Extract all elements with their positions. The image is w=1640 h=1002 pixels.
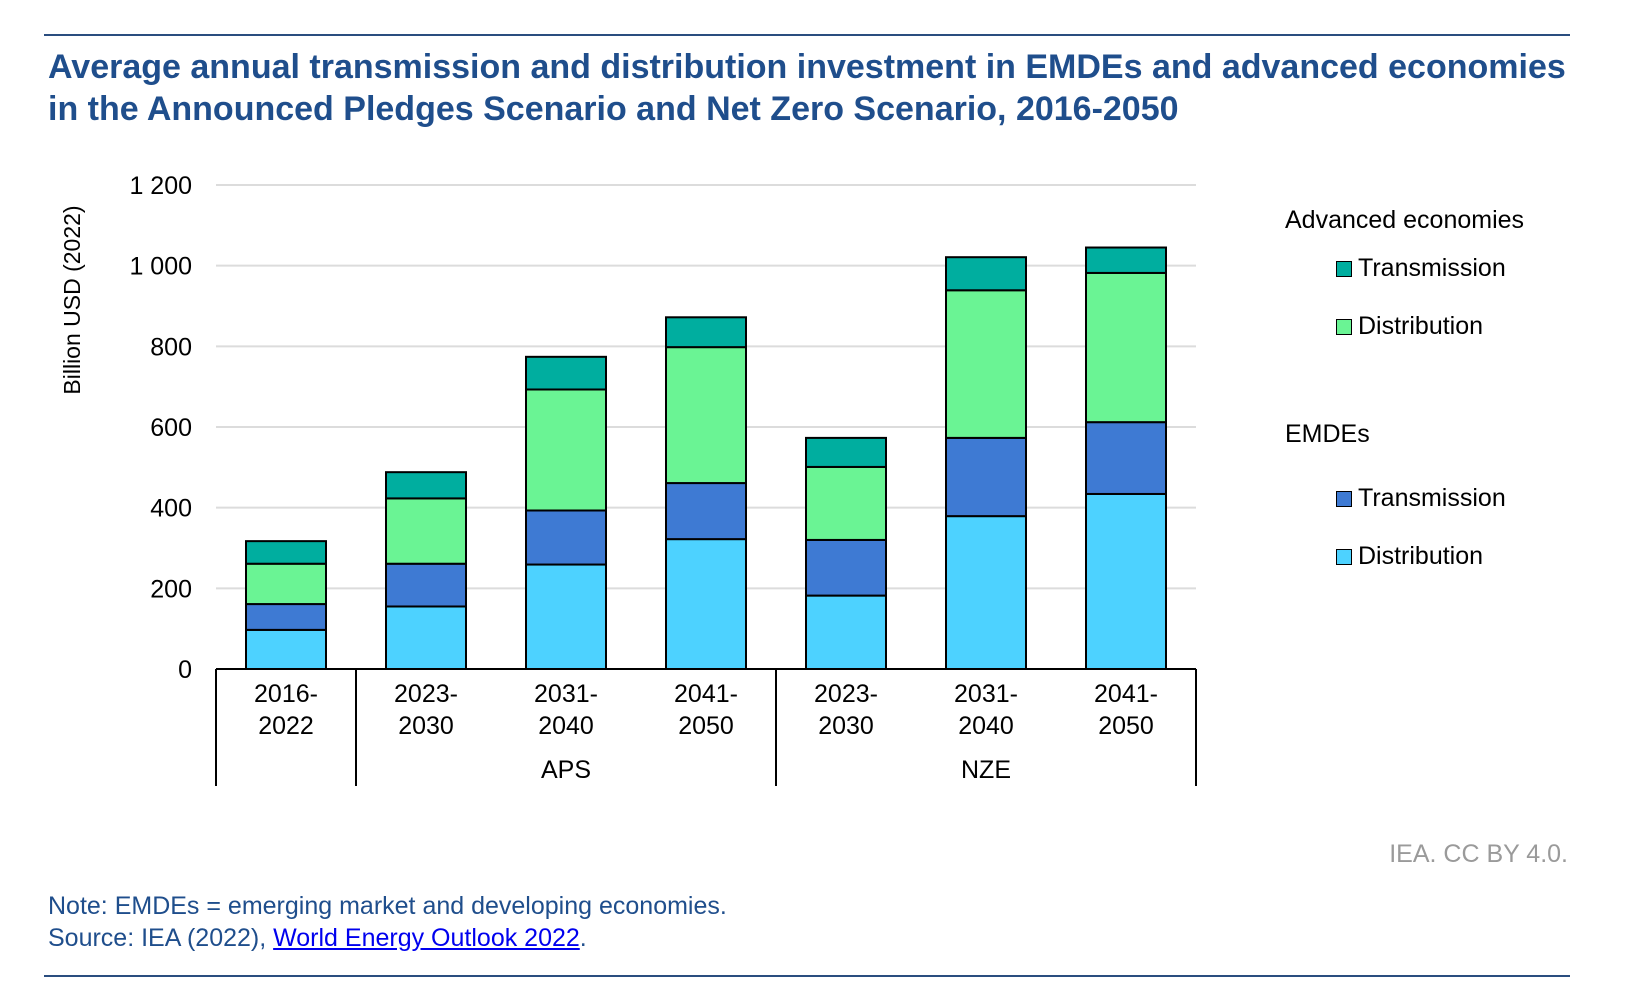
legend-swatch	[1336, 260, 1352, 277]
source-link[interactable]: World Energy Outlook 2022	[273, 924, 580, 952]
legend-label: Transmission	[1358, 254, 1506, 282]
y-tick-label: 400	[150, 495, 192, 523]
bar-segment	[805, 538, 887, 597]
bar-segment	[385, 605, 467, 671]
x-tick-label: 2030	[398, 712, 454, 740]
bar-segment	[385, 471, 467, 500]
bar-segment	[945, 515, 1027, 670]
bar-segment	[945, 436, 1027, 518]
y-tick-label: 800	[150, 333, 192, 361]
bar-segment	[665, 316, 747, 349]
y-tick-label: 1 200	[129, 172, 192, 200]
legend-swatch	[1336, 548, 1352, 565]
x-tick-label: 2022	[258, 712, 314, 740]
bar-segment	[805, 465, 887, 541]
x-tick-label: 2016-	[254, 680, 318, 708]
bar-segment	[245, 603, 327, 631]
bar-segment	[245, 628, 327, 670]
bar-segment	[1085, 492, 1167, 670]
bar-segment	[665, 482, 747, 541]
bar-segment	[805, 436, 887, 468]
bar-segment	[945, 289, 1027, 439]
top-rule	[44, 34, 1570, 36]
legend-label: Transmission	[1358, 484, 1506, 512]
x-tick-label: 2030	[818, 712, 874, 740]
chart-title: Average annual transmission and distribu…	[48, 48, 1566, 128]
bar-segment	[385, 497, 467, 565]
legend-heading-emdes: EMDEs	[1285, 420, 1370, 448]
x-tick-label: 2041-	[674, 680, 738, 708]
legend-item-emdes-distribution: Distribution	[1336, 542, 1483, 571]
bar-segment	[525, 355, 607, 391]
bar-segment	[525, 509, 607, 566]
bar-segment	[945, 256, 1027, 292]
legend-label: Distribution	[1358, 542, 1484, 570]
legend-item-emdes-transmission: Transmission	[1336, 484, 1506, 513]
source-line: Source: IEA (2022), World Energy Outlook…	[48, 924, 587, 953]
legend-item-advanced-transmission: Transmission	[1336, 254, 1506, 283]
group-label: NZE	[961, 756, 1011, 784]
legend-swatch	[1336, 318, 1352, 335]
y-tick-label: 200	[150, 575, 192, 603]
x-tick-label: 2023-	[394, 680, 458, 708]
bottom-rule	[44, 975, 1570, 977]
y-tick-label: 1 000	[129, 253, 192, 281]
legend-item-advanced-distribution: Distribution	[1336, 312, 1483, 341]
source-prefix: Source: IEA (2022),	[48, 924, 274, 952]
x-tick-label: 2031-	[534, 680, 598, 708]
x-tick-label: 2023-	[814, 680, 878, 708]
bar-segment	[805, 594, 887, 670]
legend-swatch	[1336, 490, 1352, 507]
x-tick-label: 2040	[958, 712, 1014, 740]
bar-segment	[1085, 421, 1167, 495]
bar-segment	[1085, 271, 1167, 424]
source-suffix: .	[579, 924, 587, 952]
x-tick-label: 2050	[678, 712, 734, 740]
bar-segment	[385, 562, 467, 608]
bar-segment	[1085, 246, 1167, 274]
x-tick-label: 2041-	[1094, 680, 1158, 708]
bar-segment	[245, 540, 327, 565]
bar-segment	[665, 538, 747, 670]
y-axis-label: Billion USD (2022)	[59, 205, 85, 394]
note-text: Note: EMDEs = emerging market and develo…	[48, 892, 727, 920]
bar-segment	[665, 346, 747, 485]
x-tick-label: 2031-	[954, 680, 1018, 708]
legend-heading-advanced: Advanced economies	[1285, 206, 1525, 234]
bar-segment	[245, 562, 327, 606]
y-tick-label: 0	[178, 656, 192, 684]
x-tick-label: 2050	[1098, 712, 1154, 740]
group-label: APS	[541, 756, 591, 784]
x-tick-label: 2040	[538, 712, 594, 740]
license-credit: IEA. CC BY 4.0.	[1389, 840, 1568, 868]
y-tick-label: 600	[150, 414, 192, 442]
bar-segment	[525, 563, 607, 671]
legend-label: Distribution	[1358, 312, 1484, 340]
bar-segment	[525, 388, 607, 512]
